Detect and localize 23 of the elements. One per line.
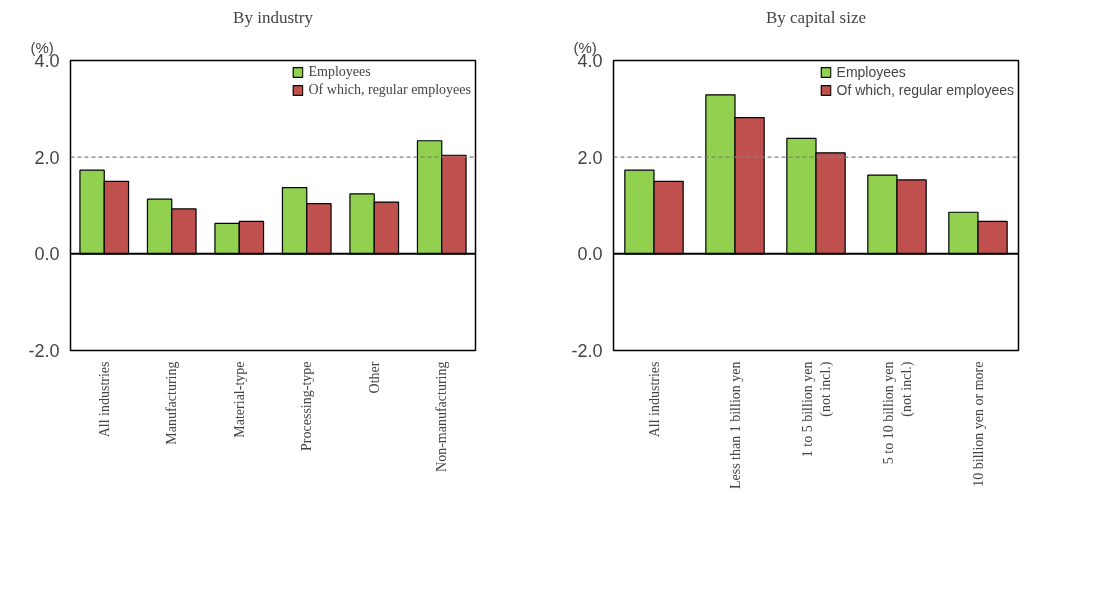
chart-title: By capital size	[765, 7, 867, 27]
y-tick-label: 2.0	[577, 147, 603, 168]
x-tick-label: 5 to 10 billion yen (not incl.)	[880, 361, 915, 465]
chart-title: By industry	[233, 7, 314, 27]
y-tick-label: -2.0	[571, 341, 603, 361]
y-tick-label: 0.0	[577, 244, 603, 265]
x-tick-label: All industries	[96, 361, 112, 438]
legend-label: Of which, regular employees	[836, 82, 1014, 98]
y-tick-label: 0.0	[34, 244, 60, 265]
x-tick-label: 1 to 5 billion yen (not incl.)	[799, 361, 834, 458]
x-tick-label: All industries	[646, 361, 662, 438]
legend-label: Employees	[308, 64, 371, 80]
y-tick-label: -2.0	[28, 341, 60, 361]
x-tick-label: Less than 1 billion yen	[727, 361, 743, 490]
x-tick-label: Non-manufacturing	[434, 361, 450, 472]
x-tick-label: Processing-type	[299, 361, 315, 451]
x-tick-label: Other	[366, 361, 382, 394]
x-tick-label: Material-type	[231, 361, 247, 438]
legend-label: Employees	[836, 64, 906, 80]
x-tick-label: Manufacturing	[164, 361, 180, 445]
legend-label: Of which, regular employees	[308, 82, 471, 98]
x-tick-label: 10 billion yen or more	[970, 361, 986, 487]
y-tick-label: 2.0	[34, 147, 60, 168]
